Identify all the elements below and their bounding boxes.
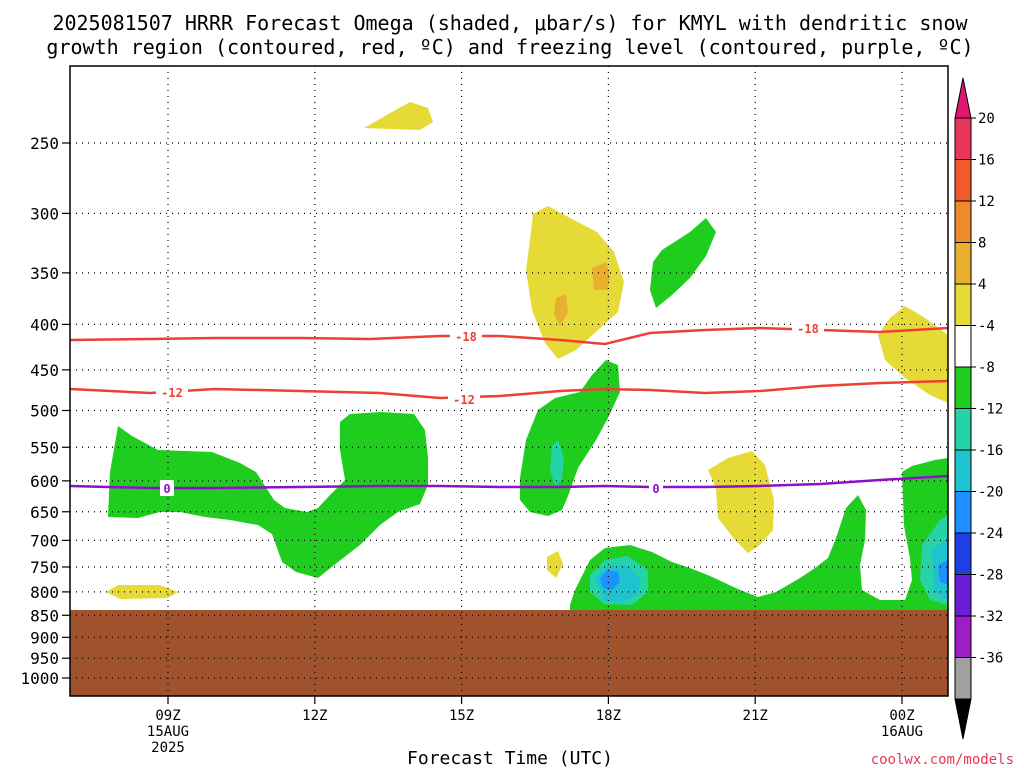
colorbar-segment: [954, 532, 972, 575]
colorbar-segment: [954, 117, 972, 160]
colorbar-label: 16: [978, 153, 995, 169]
contour-label-bg-1: [450, 328, 482, 344]
shade-yellow-4: [708, 451, 774, 553]
y-tick-label: 1000: [20, 669, 59, 688]
contour-label-minus18-b: -18: [797, 322, 819, 336]
contour-label-minus12-b: -12: [453, 393, 475, 407]
contour-label-zero-a: 0: [163, 482, 170, 496]
colorbar-segment: [954, 283, 972, 326]
colorbar-segment: [954, 408, 972, 451]
contour-label-bg-2: [792, 320, 824, 336]
colorbar-label: 12: [978, 194, 995, 210]
colorbar-label: -8: [978, 360, 995, 376]
colorbar-label: -32: [978, 609, 1003, 625]
colorbar-segment: [954, 325, 972, 368]
colorbar-segment: [954, 366, 972, 409]
ground-fill: [70, 610, 948, 696]
contour-label-minus18-a: -18: [455, 330, 477, 344]
x-axis-title: Forecast Time (UTC): [407, 748, 613, 768]
colorbar-segment: [954, 242, 972, 285]
y-axis: 250 300 350 400 450 500 550 600 650 700 750 800 850 9…: [20, 134, 70, 688]
credit-text: coolwx.com/models: [871, 752, 1014, 768]
colorbar: 20 16 12 8 4 -4 -8 -12 -16 -20 -24 -28 -32 -36: [954, 77, 1003, 740]
x-tick-label: 18Z: [596, 708, 621, 724]
contour-label-bg-6: [649, 480, 663, 496]
x-tick-label: 21Z: [743, 708, 768, 724]
shade-green-1: [108, 412, 428, 578]
y-tick-label: 400: [30, 315, 59, 334]
x-tick-label: 00Z: [889, 708, 914, 724]
y-tick-label: 700: [30, 531, 59, 550]
contour-label-zero-b: 0: [652, 482, 659, 496]
y-tick-label: 800: [30, 583, 59, 602]
colorbar-label: -28: [978, 568, 1003, 584]
shade-blue-1: [600, 570, 620, 590]
shade-yellow-1: [364, 102, 433, 130]
y-tick-label: 550: [30, 438, 59, 457]
x-tick-label: 15Z: [449, 708, 474, 724]
colorbar-label: -4: [978, 319, 995, 335]
colorbar-segment: [954, 159, 972, 202]
y-tick-label: 350: [30, 264, 59, 283]
contour-freezing-0: [69, 474, 949, 490]
y-tick-label: 950: [30, 649, 59, 668]
colorbar-label: -36: [978, 651, 1003, 667]
contour-label-bg-3: [156, 384, 188, 400]
colorbar-segment: [954, 449, 972, 492]
shade-orange-2: [554, 294, 568, 326]
colorbar-segment: [954, 200, 972, 243]
x-tick-label: 09Z: [155, 708, 180, 724]
y-tick-label: 750: [30, 558, 59, 577]
chart-title-line-1: 2025081507 HRRR Forecast Omega (shaded, …: [52, 11, 968, 35]
y-tick-label: 900: [30, 628, 59, 647]
y-tick-label: 300: [30, 204, 59, 223]
contour-minus12: [69, 379, 949, 400]
shade-teal-1: [550, 440, 564, 486]
colorbar-label: 4: [978, 277, 986, 293]
y-tick-label: 500: [30, 402, 59, 421]
colorbar-bottom-arrow: [954, 698, 972, 740]
contour-label-bg-5: [160, 480, 174, 496]
colorbar-segment: [954, 657, 972, 700]
shade-orange-1: [592, 262, 610, 290]
colorbar-label: -24: [978, 526, 1003, 542]
colorbar-label: -16: [978, 443, 1003, 459]
colorbar-label: -20: [978, 485, 1003, 501]
shade-yellow-2: [526, 206, 624, 359]
x-tick-label: 12Z: [302, 708, 327, 724]
contour-label-minus12-a: -12: [161, 386, 183, 400]
x-tick-year: 2025: [151, 740, 185, 756]
colorbar-segment: [954, 491, 972, 534]
y-tick-label: 600: [30, 472, 59, 491]
shade-green-2: [520, 360, 620, 516]
contour-label-bg-4: [448, 391, 480, 407]
y-tick-label: 250: [30, 134, 59, 153]
shade-green-3: [650, 218, 716, 308]
colorbar-label: -12: [978, 402, 1003, 418]
x-tick-date: 15AUG: [147, 724, 189, 740]
shade-blue-2: [938, 560, 948, 585]
chart-title-line-2: growth region (contoured, red, ºC) and f…: [46, 35, 973, 59]
y-tick-label: 650: [30, 503, 59, 522]
colorbar-segment: [954, 574, 972, 617]
x-tick-date: 16AUG: [881, 724, 923, 740]
colorbar-segment: [954, 615, 972, 658]
y-tick-label: 450: [30, 361, 59, 380]
plot-frame: [69, 65, 949, 697]
colorbar-top-arrow: [954, 77, 972, 119]
y-tick-label: 850: [30, 606, 59, 625]
shade-yellow-6: [547, 551, 563, 578]
gridlines: [70, 66, 948, 696]
colorbar-label: 20: [978, 111, 995, 127]
shade-green-4: [570, 458, 948, 610]
colorbar-label: 8: [978, 236, 986, 252]
